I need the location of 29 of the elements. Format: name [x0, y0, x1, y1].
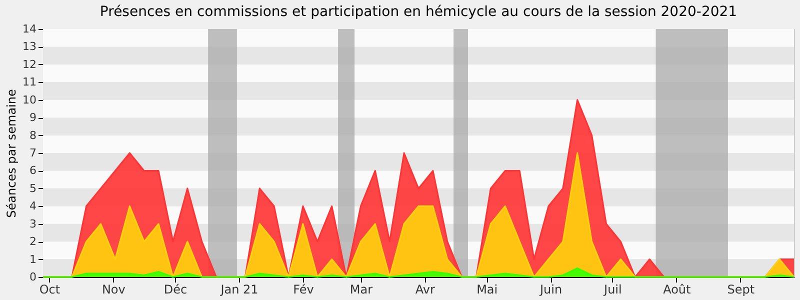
x-tick-label: Juil	[603, 282, 622, 296]
x-tick-label: Avr	[415, 282, 436, 296]
x-tick-label: Jan 21	[220, 282, 258, 296]
x-tick-label: Fév	[293, 282, 314, 296]
y-tick-label: 10	[22, 93, 36, 106]
y-axis-title: Séances par semaine	[4, 89, 19, 218]
y-tick-label: 4	[30, 200, 36, 213]
x-tick-label: Déc	[164, 282, 188, 296]
y-tick-label: 5	[30, 182, 36, 195]
x-tick-label: Nov	[102, 282, 126, 296]
y-tick-label: 12	[22, 58, 36, 71]
y-tick-label: 3	[30, 217, 36, 230]
y-tick-label: 13	[22, 40, 36, 54]
x-tick-label: Mar	[350, 282, 373, 296]
x-tick-label: Juin	[538, 282, 562, 296]
x-tick-label: Mai	[476, 282, 498, 296]
y-tick-label: 1	[30, 252, 36, 266]
y-tick-label: 0	[30, 270, 36, 284]
y-tick-label: 6	[30, 164, 36, 178]
y-tick-label: 2	[30, 235, 36, 248]
y-tick-label: 11	[22, 76, 36, 89]
y-tick-label: 9	[30, 111, 36, 124]
y-tick-label: 14	[22, 22, 36, 36]
x-tick-label: Oct	[39, 282, 60, 296]
x-tick-label: Sept	[727, 282, 755, 296]
x-tick-label: Août	[663, 282, 692, 296]
y-tick-label: 8	[30, 128, 36, 142]
chart-title: Présences en commissions et participation en hémicycle au cours de la session 2020-2021	[100, 4, 738, 20]
y-tick-label: 7	[30, 146, 36, 160]
